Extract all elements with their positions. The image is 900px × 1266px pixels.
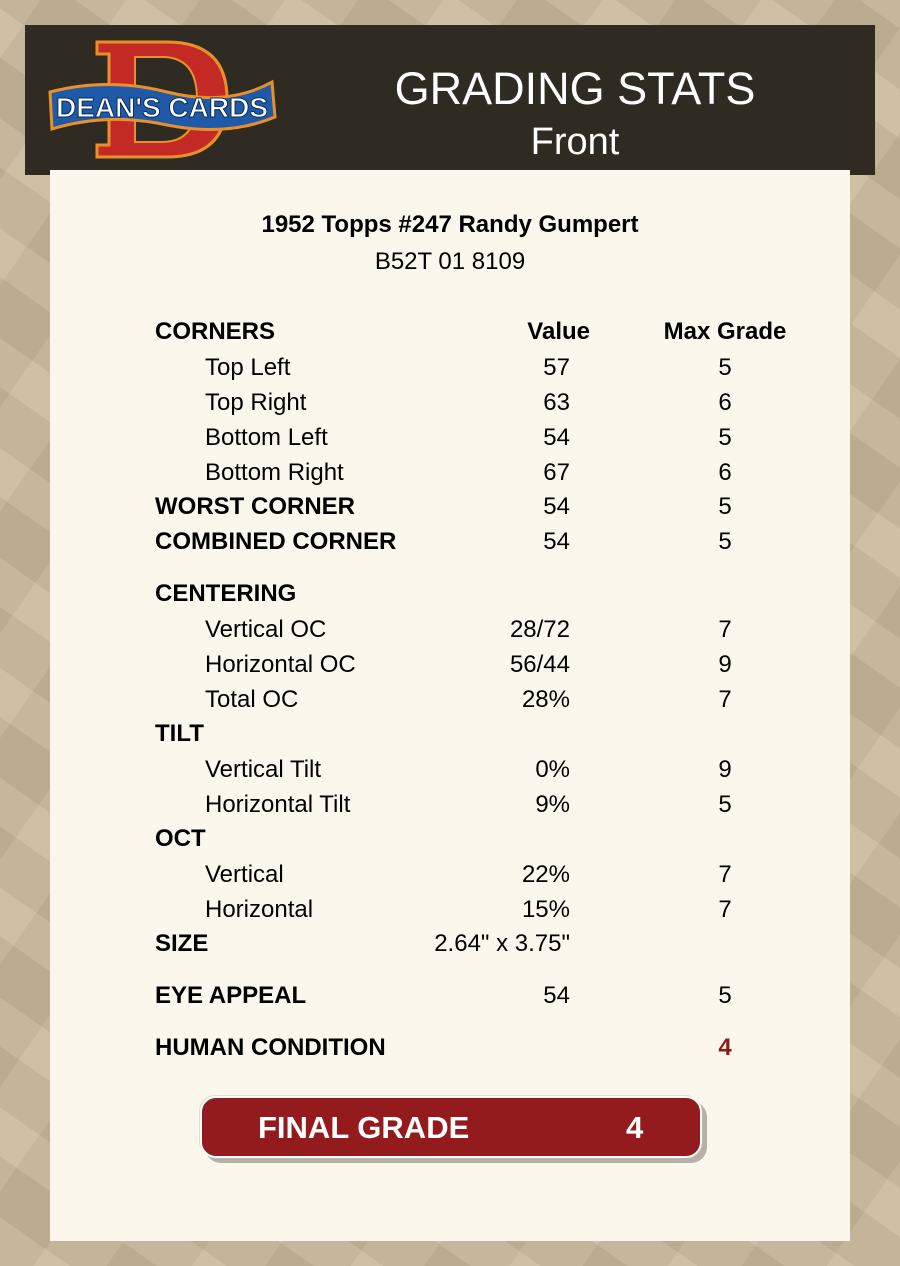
final-grade-label: FINAL GRADE — [258, 1110, 470, 1145]
row-label: Horizontal Tilt — [205, 791, 351, 818]
table-row: SIZE 2.64" x 3.75" — [0, 930, 900, 960]
row-label: Top Left — [205, 354, 291, 381]
row-label: Bottom Right — [205, 459, 344, 486]
table-row: Vertical OC 28/72 7 — [0, 616, 900, 646]
row-label: CENTERING — [155, 580, 297, 607]
row-label: HUMAN CONDITION — [155, 1034, 386, 1061]
row-max-grade: 6 — [718, 459, 732, 486]
table-row: Horizontal 15% 7 — [0, 896, 900, 926]
row-label: Top Right — [205, 389, 307, 416]
row-max-grade: 6 — [718, 389, 732, 416]
table-row: WORST CORNER 54 5 — [0, 493, 900, 523]
row-label: WORST CORNER — [155, 493, 355, 520]
final-grade-button[interactable]: FINAL GRADE 4 — [200, 1096, 702, 1158]
row-value: 28% — [521, 686, 570, 713]
row-value: 9% — [535, 791, 570, 818]
row-max-grade: 7 — [718, 686, 732, 713]
table-row: Bottom Right 67 6 — [0, 459, 900, 489]
row-max-grade: 7 — [718, 616, 732, 643]
row-label: Vertical Tilt — [205, 756, 322, 783]
row-max-grade: 5 — [718, 791, 732, 818]
table-row: Horizontal OC 56/44 9 — [0, 651, 900, 681]
table-row: Top Left 57 5 — [0, 354, 900, 384]
row-label: EYE APPEAL — [155, 982, 307, 1009]
row-label: COMBINED CORNER — [155, 528, 397, 555]
table-row: Top Right 63 6 — [0, 389, 900, 419]
row-max-grade: 7 — [718, 861, 732, 888]
row-label: Vertical — [205, 861, 284, 888]
row-value: 54 — [543, 424, 570, 451]
table-row: Vertical 22% 7 — [0, 861, 900, 891]
row-label: Vertical OC — [205, 616, 327, 643]
row-value: 22% — [521, 861, 570, 888]
final-grade-value: 4 — [626, 1110, 644, 1145]
row-max-grade: 5 — [718, 354, 732, 381]
row-label: Total OC — [205, 686, 299, 713]
row-label: TILT — [155, 720, 204, 747]
card-name: 1952 Topps #247 Randy Gumpert — [261, 211, 639, 238]
table-row: OCT — [0, 825, 900, 855]
table-row: Bottom Left 54 5 — [0, 424, 900, 454]
table-row: Total OC 28% 7 — [0, 686, 900, 716]
svg-text:DEAN'S CARDS: DEAN'S CARDS — [56, 92, 268, 123]
row-max-grade: 9 — [718, 651, 732, 678]
row-value: 63 — [543, 389, 570, 416]
row-max-grade: Max Grade — [663, 318, 787, 345]
table-row: CORNERS Value Max Grade — [0, 318, 900, 348]
row-value: 67 — [543, 459, 570, 486]
row-value: 28/72 — [509, 616, 570, 643]
row-value: 54 — [543, 493, 570, 520]
row-max-grade: 4 — [718, 1034, 732, 1061]
table-row: HUMAN CONDITION 4 — [0, 1034, 900, 1064]
header: DEAN'S CARDS GRADING STATS Front — [25, 25, 875, 175]
row-label: Bottom Left — [205, 424, 328, 451]
card-id: B52T 01 8109 — [374, 248, 526, 275]
table-row: TILT — [0, 720, 900, 750]
row-max-grade: 5 — [718, 424, 732, 451]
row-max-grade: 9 — [718, 756, 732, 783]
row-value: 0% — [535, 756, 570, 783]
row-value: 57 — [543, 354, 570, 381]
page-subtitle: Front — [530, 121, 620, 163]
row-value: 56/44 — [509, 651, 570, 678]
table-row: COMBINED CORNER 54 5 — [0, 528, 900, 558]
row-max-grade: 5 — [718, 528, 732, 555]
row-max-grade: 7 — [718, 896, 732, 923]
row-value: 54 — [543, 982, 570, 1009]
table-row: EYE APPEAL 54 5 — [0, 982, 900, 1012]
stats-card — [50, 170, 850, 1241]
row-label: Horizontal — [205, 896, 314, 923]
row-label: CORNERS — [155, 318, 276, 345]
table-row: CENTERING — [0, 580, 900, 610]
row-label: SIZE — [155, 930, 209, 957]
row-value: 15% — [521, 896, 570, 923]
page-title: GRADING STATS — [394, 63, 756, 114]
row-max-grade: 5 — [718, 982, 732, 1009]
table-row: Vertical Tilt 0% 9 — [0, 756, 900, 786]
row-value: 54 — [543, 528, 570, 555]
row-max-grade: 5 — [718, 493, 732, 520]
deans-cards-logo: DEAN'S CARDS — [48, 40, 277, 159]
row-label: OCT — [155, 825, 206, 852]
row-value: 2.64" x 3.75" — [434, 930, 570, 957]
row-value: Value — [527, 318, 590, 345]
row-label: Horizontal OC — [205, 651, 356, 678]
table-row: Horizontal Tilt 9% 5 — [0, 791, 900, 821]
